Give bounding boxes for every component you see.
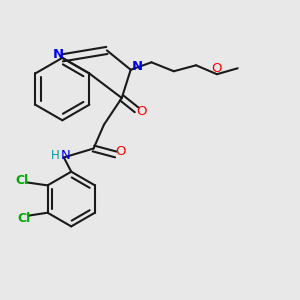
Text: N: N (53, 48, 64, 61)
Text: Cl: Cl (16, 173, 29, 187)
Text: O: O (136, 105, 146, 118)
Text: N: N (132, 60, 143, 73)
Text: O: O (211, 62, 221, 75)
Text: O: O (115, 145, 125, 158)
Text: N: N (60, 148, 70, 162)
Text: Cl: Cl (17, 212, 30, 225)
Text: H: H (51, 148, 60, 162)
